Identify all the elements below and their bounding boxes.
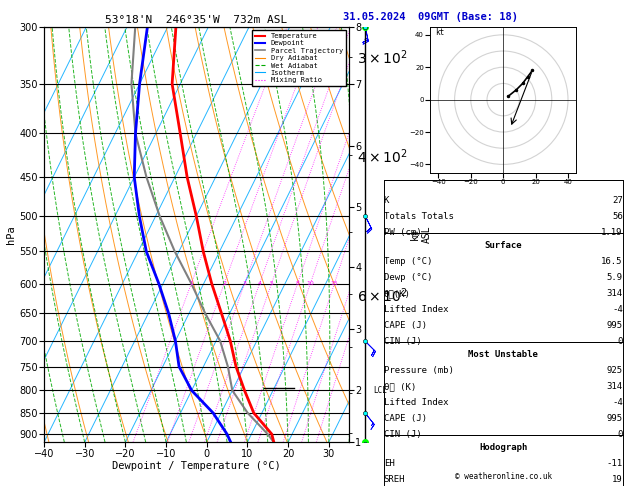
Text: 5.9: 5.9 bbox=[606, 273, 623, 282]
Text: LCL: LCL bbox=[374, 386, 387, 395]
Text: 995: 995 bbox=[606, 414, 623, 423]
Text: θᴇ(K): θᴇ(K) bbox=[384, 289, 411, 298]
Text: 27: 27 bbox=[612, 196, 623, 205]
Text: PW (cm): PW (cm) bbox=[384, 228, 421, 237]
Text: Hodograph: Hodograph bbox=[479, 443, 527, 452]
Text: 2: 2 bbox=[222, 281, 226, 286]
Text: 31.05.2024  09GMT (Base: 18): 31.05.2024 09GMT (Base: 18) bbox=[343, 12, 518, 22]
Text: 1.19: 1.19 bbox=[601, 228, 623, 237]
Text: EH: EH bbox=[384, 459, 394, 468]
Text: CAPE (J): CAPE (J) bbox=[384, 321, 426, 330]
Text: -4: -4 bbox=[612, 398, 623, 407]
Text: 16.5: 16.5 bbox=[601, 257, 623, 266]
Text: 10: 10 bbox=[306, 281, 314, 286]
Text: -11: -11 bbox=[606, 459, 623, 468]
Text: 5: 5 bbox=[269, 281, 274, 286]
Title: 53°18'N  246°35'W  732m ASL: 53°18'N 246°35'W 732m ASL bbox=[106, 15, 287, 25]
Text: 0: 0 bbox=[617, 337, 623, 346]
Text: kt: kt bbox=[435, 28, 445, 37]
Text: Totals Totals: Totals Totals bbox=[384, 212, 454, 221]
X-axis label: Dewpoint / Temperature (°C): Dewpoint / Temperature (°C) bbox=[112, 461, 281, 471]
Legend: Temperature, Dewpoint, Parcel Trajectory, Dry Adiabat, Wet Adiabat, Isotherm, Mi: Temperature, Dewpoint, Parcel Trajectory… bbox=[252, 30, 345, 86]
Text: 56: 56 bbox=[612, 212, 623, 221]
Text: CIN (J): CIN (J) bbox=[384, 430, 421, 439]
Text: Temp (°C): Temp (°C) bbox=[384, 257, 432, 266]
Text: 925: 925 bbox=[606, 366, 623, 375]
Y-axis label: km
ASL: km ASL bbox=[410, 226, 432, 243]
Text: 4: 4 bbox=[257, 281, 262, 286]
Text: 995: 995 bbox=[606, 321, 623, 330]
Text: © weatheronline.co.uk: © weatheronline.co.uk bbox=[455, 472, 552, 481]
Text: 15: 15 bbox=[330, 281, 338, 286]
Text: 314: 314 bbox=[606, 382, 623, 391]
Y-axis label: hPa: hPa bbox=[6, 225, 16, 244]
Text: 8: 8 bbox=[296, 281, 299, 286]
Text: θᴇ (K): θᴇ (K) bbox=[384, 382, 416, 391]
Text: Dewp (°C): Dewp (°C) bbox=[384, 273, 432, 282]
Text: -4: -4 bbox=[612, 305, 623, 314]
Text: Pressure (mb): Pressure (mb) bbox=[384, 366, 454, 375]
Text: 0: 0 bbox=[617, 430, 623, 439]
Text: CAPE (J): CAPE (J) bbox=[384, 414, 426, 423]
Text: Lifted Index: Lifted Index bbox=[384, 398, 448, 407]
Text: K: K bbox=[384, 196, 389, 205]
Text: CIN (J): CIN (J) bbox=[384, 337, 421, 346]
Text: Surface: Surface bbox=[484, 241, 522, 250]
Text: SREH: SREH bbox=[384, 475, 405, 484]
Text: 3: 3 bbox=[243, 281, 247, 286]
Text: 19: 19 bbox=[612, 475, 623, 484]
Text: Most Unstable: Most Unstable bbox=[468, 350, 538, 359]
Text: 314: 314 bbox=[606, 289, 623, 298]
Text: Lifted Index: Lifted Index bbox=[384, 305, 448, 314]
Text: 1: 1 bbox=[189, 281, 193, 286]
